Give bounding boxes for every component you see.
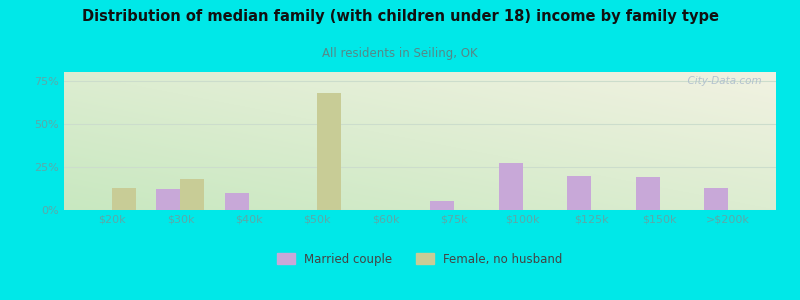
Bar — [318, 93, 342, 210]
Text: Distribution of median family (with children under 18) income by family type: Distribution of median family (with chil… — [82, 9, 718, 24]
Bar — [157, 189, 180, 210]
Text: All residents in Seiling, OK: All residents in Seiling, OK — [322, 46, 478, 59]
Bar — [180, 179, 204, 210]
Bar — [567, 176, 591, 210]
Bar — [430, 201, 454, 210]
Legend: Married couple, Female, no husband: Married couple, Female, no husband — [273, 248, 567, 270]
Bar — [225, 193, 249, 210]
Bar — [112, 188, 136, 210]
Bar — [704, 188, 728, 210]
Bar — [498, 164, 522, 210]
Text: City-Data.com: City-Data.com — [681, 76, 762, 86]
Bar — [636, 177, 660, 210]
